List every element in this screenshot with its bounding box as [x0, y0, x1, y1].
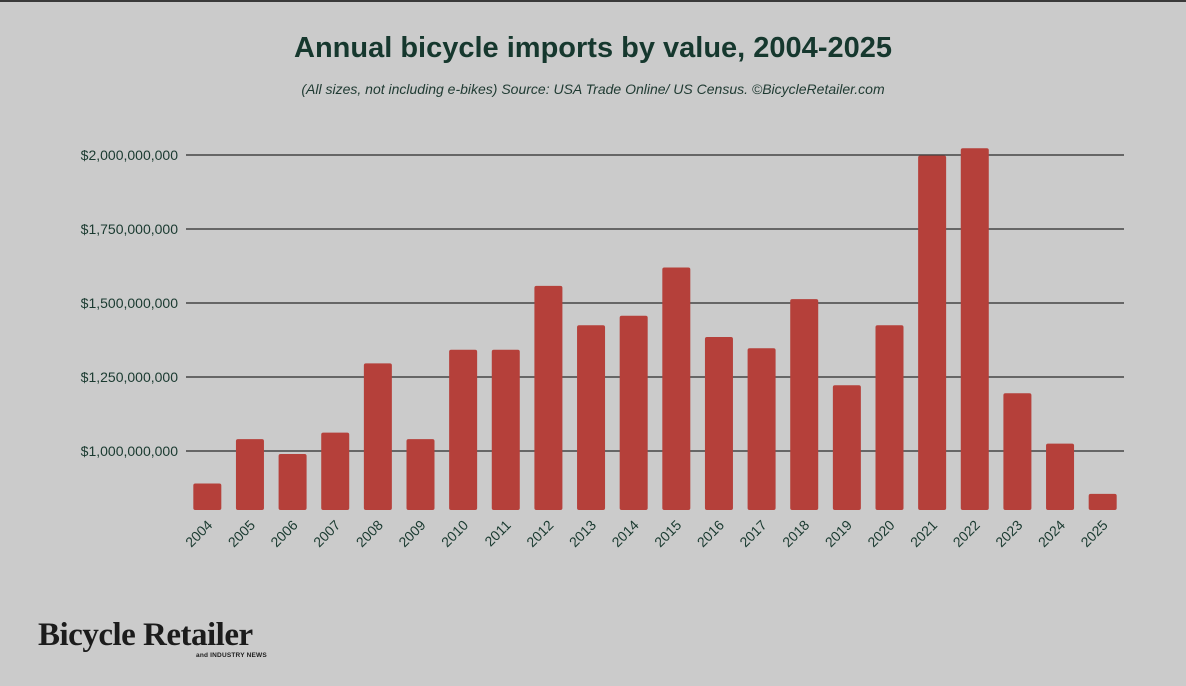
bar-2013: [577, 325, 606, 510]
x-tick-label: 2016: [694, 517, 727, 550]
x-tick-label: 2025: [1077, 517, 1110, 550]
bar-2006: [278, 453, 307, 510]
bar-2011: [491, 349, 520, 510]
bar-2016: [704, 337, 733, 510]
chart-subtitle: (All sizes, not including e-bikes) Sourc…: [301, 81, 885, 97]
y-tick-label: $1,250,000,000: [81, 369, 179, 385]
bars: [193, 148, 1117, 511]
bar-2004: [193, 483, 222, 510]
bicycle-retailer-logo: Bicycle Retailer and INDUSTRY NEWS: [38, 617, 267, 659]
bar-2017: [747, 348, 776, 510]
x-tick-label: 2017: [736, 517, 769, 550]
bar-2022: [960, 148, 989, 510]
bar-2012: [534, 285, 563, 510]
x-axis-ticks: 2004 2005 2006 2007 2008 2009 2010 2011 2012 2013…: [182, 517, 1111, 550]
x-tick-label: 2008: [353, 517, 386, 550]
bar-2009: [406, 439, 435, 510]
bar-2014: [619, 315, 648, 510]
x-tick-label: 2024: [1035, 517, 1068, 550]
x-tick-label: 2011: [481, 517, 514, 550]
x-tick-label: 2014: [608, 517, 641, 550]
bar-2020: [875, 325, 904, 510]
y-axis-ticks: $1,000,000,000 $1,250,000,000 $1,500,000,0…: [81, 147, 179, 459]
bar-2005: [235, 439, 264, 510]
x-tick-label: 2015: [651, 517, 684, 550]
y-tick-label: $1,000,000,000: [81, 443, 179, 459]
x-tick-label: 2019: [822, 517, 855, 550]
y-tick-label: $1,500,000,000: [81, 295, 179, 311]
x-tick-label: 2012: [523, 517, 556, 550]
y-tick-label: $2,000,000,000: [81, 147, 179, 163]
bar-2021: [918, 155, 947, 511]
bar-2025: [1088, 493, 1117, 510]
x-tick-label: 2023: [992, 517, 1025, 550]
x-tick-label: 2022: [950, 517, 983, 550]
top-border: [0, 0, 1186, 2]
x-tick-label: 2018: [779, 517, 812, 550]
logo-wordmark: Bicycle Retailer: [38, 617, 253, 653]
bar-2018: [790, 299, 819, 510]
x-tick-label: 2009: [395, 517, 428, 550]
logo-tagline: and INDUSTRY NEWS: [196, 652, 267, 659]
bar-2007: [321, 432, 350, 510]
x-tick-label: 2005: [225, 517, 258, 550]
x-tick-label: 2004: [182, 517, 215, 550]
bar-2024: [1046, 443, 1075, 510]
x-tick-label: 2007: [310, 517, 343, 550]
bar-2019: [832, 385, 861, 510]
bar-2008: [363, 363, 392, 510]
bar-2023: [1003, 393, 1032, 510]
x-tick-label: 2006: [267, 517, 300, 550]
bar-2010: [449, 349, 478, 510]
x-tick-label: 2021: [907, 517, 940, 550]
x-tick-label: 2020: [864, 517, 897, 550]
chart-title: Annual bicycle imports by value, 2004-20…: [294, 32, 892, 64]
y-tick-label: $1,750,000,000: [81, 221, 179, 237]
x-tick-label: 2010: [438, 517, 471, 550]
x-tick-label: 2013: [566, 517, 599, 550]
bar-2015: [662, 267, 691, 510]
